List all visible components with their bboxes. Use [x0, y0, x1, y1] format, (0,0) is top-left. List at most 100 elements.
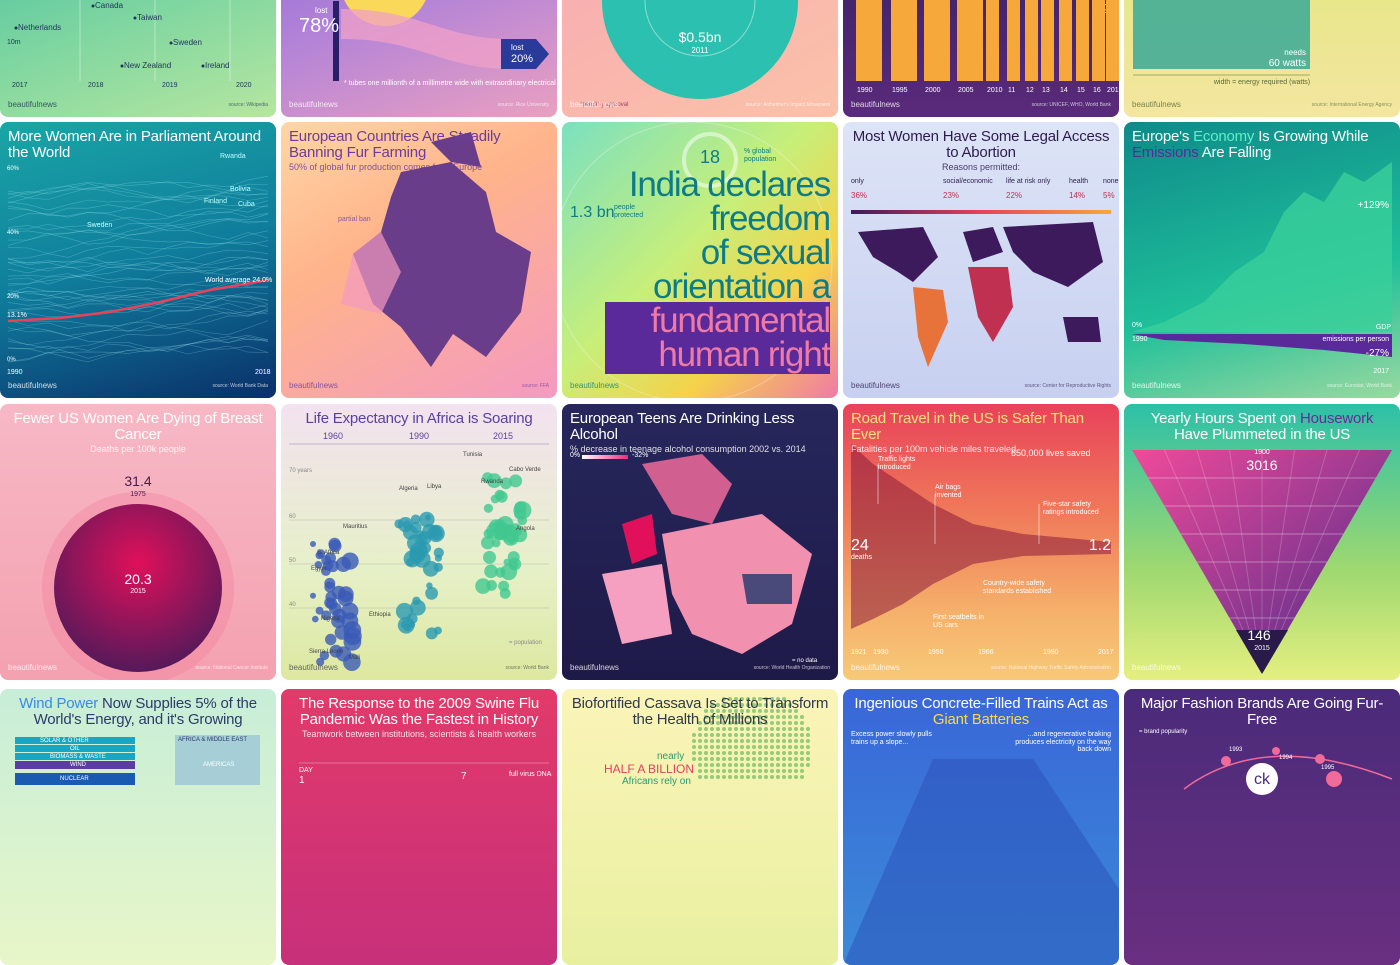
graphic-shape	[722, 697, 726, 701]
card[interactable]: lost 78% lost 20% * tubes one millionth of a…	[281, 0, 557, 117]
card[interactable]: European Teens Are Drinking Less Alcohol…	[562, 404, 838, 680]
graphic-shape	[806, 757, 810, 761]
card-label: Mali	[349, 655, 361, 661]
graphic-shape	[716, 757, 720, 761]
card-label: lost	[315, 6, 328, 15]
graphic-shape	[341, 9, 511, 69]
graphic-shape	[622, 514, 657, 564]
card-subtitle: Teamwork between institutions, scientist…	[301, 729, 537, 739]
graphic-shape	[310, 541, 316, 547]
card[interactable]: More Women Are in Parliament Around the …	[0, 122, 276, 398]
graphic-shape	[734, 739, 738, 743]
graphic-shape	[746, 715, 750, 719]
card[interactable]: Europe's Economy Is Growing While Emissi…	[1124, 122, 1400, 398]
card[interactable]: The Response to the 2009 Swine Flu Pande…	[281, 689, 557, 965]
graphic-shape	[710, 751, 714, 755]
graphic-shape	[716, 733, 720, 737]
card-graphic	[562, 122, 833, 398]
graphic-shape	[201, 64, 205, 68]
card[interactable]: Wind Power Now Supplies 5% of the World'…	[0, 689, 276, 965]
graphic-shape	[794, 721, 798, 725]
card[interactable]: 22% 1990 1995 2000 2005 2010 11 12 13 14 15 16 2017 b…	[843, 0, 1119, 117]
title-part: Are Falling	[1198, 144, 1272, 161]
card[interactable]: Most Women Have Some Legal Access to Abo…	[843, 122, 1119, 398]
card-graphic	[1133, 0, 1310, 76]
card-label: 24	[851, 537, 869, 554]
card-label: nearly	[657, 751, 685, 762]
card-subtitle: % decrease in teenage alcohol consumptio…	[570, 444, 806, 454]
title-part: Have Plummeted in the US	[1173, 410, 1378, 443]
graphic-shape	[722, 739, 726, 743]
card-label: = brand popularity	[1139, 729, 1188, 735]
card[interactable]: Life Expectancy in Africa is Soaring 1960…	[281, 404, 557, 680]
graphic-shape	[782, 733, 786, 737]
card-label: 36%	[851, 191, 868, 200]
card[interactable]: needs 60 watts width = energy required (wa…	[1124, 0, 1400, 117]
card-label: 2010	[987, 87, 1003, 94]
card-label: 23%	[943, 191, 960, 200]
card-label: 2017	[1107, 87, 1119, 94]
graphic-shape	[770, 721, 774, 725]
card[interactable]: Fewer US Women Are Dying of Breast Cance…	[0, 404, 276, 680]
card-subtitle: Reasons permitted:	[941, 162, 1021, 172]
graphic-shape	[692, 757, 696, 761]
card[interactable]: Major Fashion Brands Are Going Fur-Free =…	[1124, 689, 1400, 965]
graphic-shape	[475, 578, 491, 594]
card[interactable]: European Countries Are Steadily Banning …	[281, 122, 557, 398]
graphic-shape	[434, 554, 442, 562]
card-label: Cabo Verde	[509, 467, 541, 473]
graphic-shape	[698, 739, 702, 743]
graphic-shape	[776, 697, 780, 701]
graphic-shape	[1183, 755, 1393, 790]
graphic-shape	[776, 775, 780, 779]
graphic-shape	[843, 759, 1119, 965]
card[interactable]: $0.5bn 2011 *pending approval beautifulnews…	[562, 0, 838, 117]
card-label: Air bags invented	[935, 484, 962, 499]
card-header: Life Expectancy in Africa is Soaring	[289, 411, 549, 427]
graphic-shape	[7, 290, 269, 301]
graphic-shape	[704, 763, 708, 767]
graphic-shape	[336, 646, 352, 662]
card[interactable]: India declares freedom of sexual orientatio…	[562, 122, 838, 398]
graphic-shape	[169, 41, 173, 45]
graphic-shape	[728, 697, 732, 701]
graphic-shape	[324, 581, 336, 593]
graphic-shape	[770, 769, 774, 773]
graphic-shape	[410, 514, 421, 525]
card-label: ...and regenerative braking produces ele…	[1015, 731, 1111, 754]
card-graphic	[299, 762, 549, 764]
card-header: Road Travel in the US is Safer Than Ever…	[851, 411, 1111, 455]
card-label: Africans rely on	[622, 776, 691, 787]
card-label: Traffic lights introduced	[878, 456, 916, 471]
card-label: 40	[289, 602, 296, 608]
graphic-shape	[326, 560, 339, 573]
graphic-shape	[770, 727, 774, 731]
graphic-shape	[710, 769, 714, 773]
title-part: Emissions	[1132, 144, 1199, 161]
graphic-shape	[752, 703, 756, 707]
graphic-shape	[319, 650, 330, 661]
card-label: AMERICAS	[203, 762, 235, 768]
card[interactable]: Canada Taiwan Netherlands 10m Sweden New Zeal…	[0, 0, 276, 117]
card-graphic	[1132, 449, 1392, 675]
card-graphic	[341, 132, 531, 367]
graphic-shape	[758, 751, 762, 755]
card-label: 1900	[1254, 449, 1270, 456]
headline-line: fundamental	[650, 301, 832, 340]
card[interactable]: Yearly Hours Spent on Housework Have Plu…	[1124, 404, 1400, 680]
graphic-shape	[770, 715, 774, 719]
graphic-shape	[430, 527, 443, 541]
card-label: 2019	[162, 82, 178, 89]
source: source: World Health Organization	[753, 665, 830, 671]
graphic-shape	[752, 775, 756, 779]
card[interactable]: Road Travel in the US is Safer Than Ever…	[843, 404, 1119, 680]
graphic-shape	[758, 775, 762, 779]
source: source: UNICEF, WHO, World Bank	[1031, 102, 1111, 108]
graphic-shape	[794, 727, 798, 731]
card[interactable]: Biofortified Cassava Is Set to Transform…	[562, 689, 838, 965]
graphic-shape	[722, 733, 726, 737]
card[interactable]: Ingenious Concrete-Filled Trains Act as …	[843, 689, 1119, 965]
graphic-shape	[770, 709, 774, 713]
card-label: Taiwan	[137, 13, 162, 22]
graphic-shape	[800, 769, 804, 773]
